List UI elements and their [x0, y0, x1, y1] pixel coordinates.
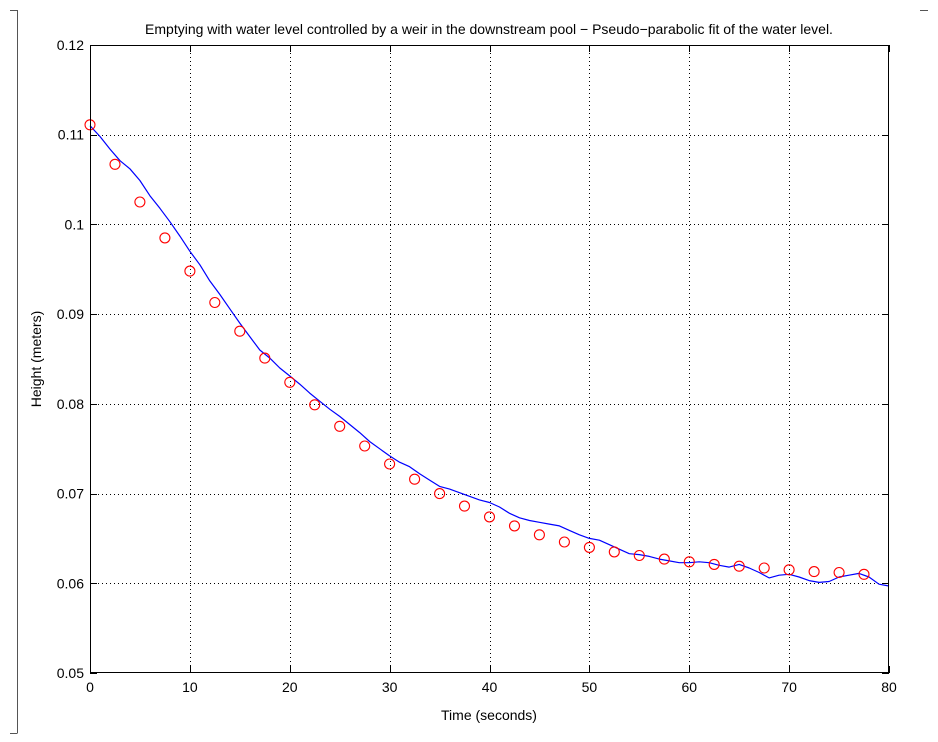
fit-point-marker [359, 440, 371, 452]
fit-point-marker [783, 564, 795, 576]
fit-point-marker [334, 420, 346, 432]
fit-point-marker [683, 556, 695, 568]
fit-point-marker [808, 566, 820, 578]
fit-point-marker [758, 562, 770, 574]
fit-point-marker [184, 265, 196, 277]
fit-point-marker [483, 511, 496, 523]
x-tick-label: 60 [681, 679, 697, 695]
fit-point-marker [384, 458, 396, 470]
fit-point-marker [434, 488, 446, 500]
fit-point-marker [733, 560, 745, 572]
fit-point-marker [608, 546, 620, 558]
y-tick-label: 0.06 [57, 575, 84, 591]
fit-point-marker [209, 296, 221, 309]
y-tick-label: 0.09 [57, 306, 84, 322]
axis-ticks: 0 10 20 30 40 50 60 70 80 0.05 0.06 0.07 0.08 0.09 0.1… [57, 37, 897, 695]
measured-water-level-line [89, 125, 890, 587]
fit-point-marker [633, 549, 645, 562]
plot-frame [90, 45, 889, 673]
fit-point-marker [259, 352, 271, 364]
fit-point-marker [708, 558, 720, 570]
y-tick-label: 0.1 [65, 216, 85, 232]
fit-point-marker [159, 232, 171, 244]
fit-point-marker [833, 566, 845, 579]
y-tick-label: 0.11 [58, 127, 84, 143]
grid [90, 45, 889, 673]
y-tick-label: 0.05 [57, 665, 84, 681]
fit-point-marker [658, 553, 670, 565]
fit-point-marker [858, 568, 870, 580]
fit-point-marker [284, 376, 296, 388]
plot-area [90, 45, 889, 673]
x-tick-label: 40 [482, 679, 498, 695]
x-tick-label: 80 [881, 679, 897, 695]
x-tick-label: 30 [382, 679, 398, 695]
fit-point-marker [409, 473, 421, 485]
x-tick-label: 50 [582, 679, 598, 695]
fit-point-marker [234, 325, 246, 337]
fit-point-marker [508, 520, 521, 532]
fit-point-marker [109, 158, 121, 170]
y-tick-label: 0.07 [57, 486, 84, 502]
y-tick-label: 0.12 [57, 37, 84, 53]
fit-point-marker [134, 196, 146, 208]
series [84, 119, 890, 587]
fit-point-marker [458, 500, 471, 512]
x-tick-label: 20 [282, 679, 298, 695]
fit-point-marker [583, 541, 595, 553]
y-tick-label: 0.08 [57, 396, 84, 412]
x-tick-label: 70 [781, 679, 797, 695]
fit-point-marker [558, 536, 570, 548]
y-axis-label: Height (meters) [28, 311, 44, 407]
chart-title: Emptying with water level controlled by … [145, 21, 833, 37]
fit-point-marker [309, 399, 321, 411]
x-tick-label: 10 [182, 679, 198, 695]
fit-point-marker [533, 529, 545, 541]
x-tick-label: 0 [86, 679, 94, 695]
x-axis-label: Time (seconds) [441, 707, 537, 723]
